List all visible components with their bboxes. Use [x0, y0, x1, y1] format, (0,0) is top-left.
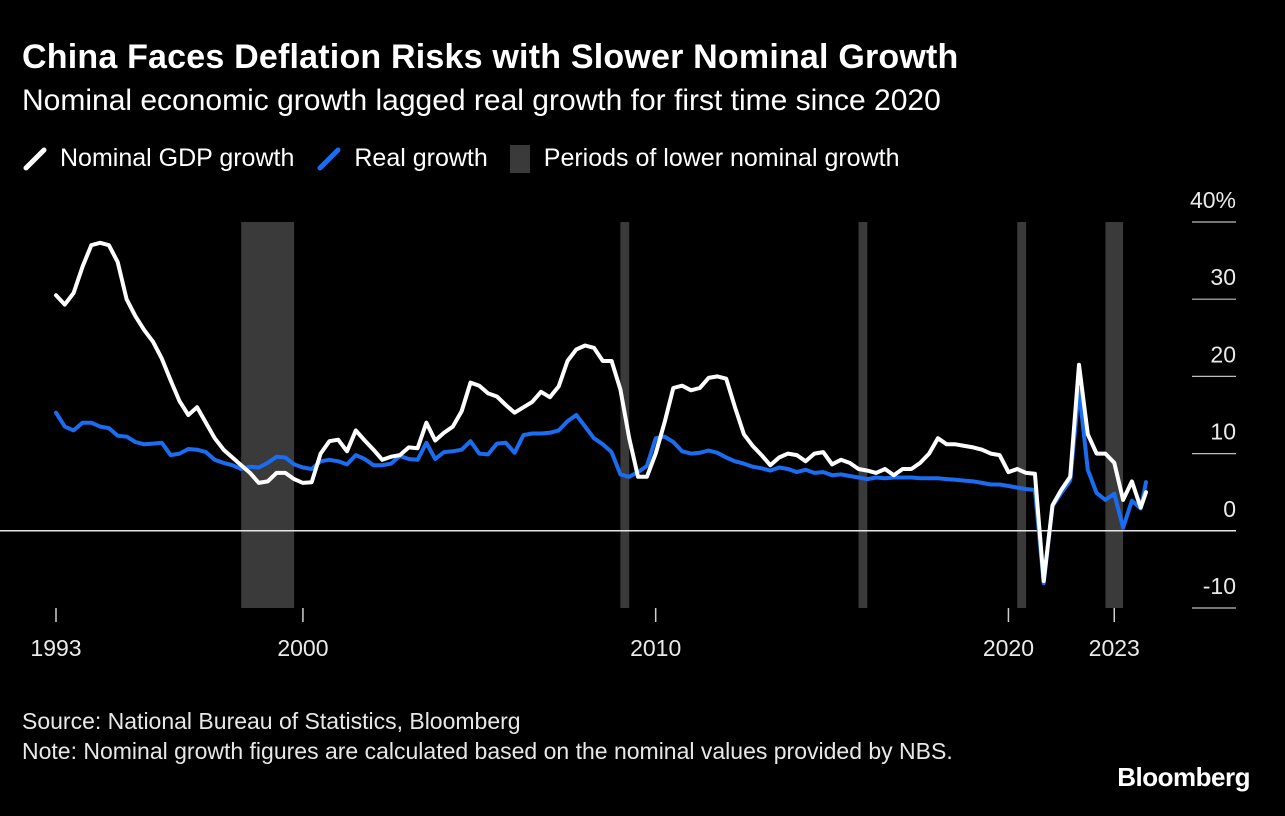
- y-tick-label: 20: [1210, 341, 1236, 367]
- shaded-periods: [241, 222, 1124, 608]
- chart-footer: Source: National Bureau of Statistics, B…: [22, 706, 1082, 766]
- chart-subtitle: Nominal economic growth lagged real grow…: [22, 84, 941, 117]
- series-line-nominal-gdp: [54, 240, 1148, 583]
- source-note: Source: National Bureau of Statistics, B…: [22, 708, 521, 734]
- chart-legend: Nominal GDP growth Real growth Periods o…: [22, 144, 922, 173]
- bloomberg-logo: Bloomberg: [1117, 762, 1250, 792]
- shaded-period-5: [1105, 222, 1124, 608]
- shaded-period-4: [1017, 222, 1027, 608]
- x-tick-label: 2023: [1089, 635, 1140, 661]
- shaded-period-1: [241, 222, 295, 608]
- legend-label-real: Real growth: [354, 144, 488, 172]
- shaded-period-3: [858, 222, 868, 608]
- legend-label-periods: Periods of lower nominal growth: [543, 144, 900, 172]
- x-tick-label: 2000: [277, 635, 328, 661]
- series-line-real-growth: [54, 387, 1148, 586]
- legend-item-nominal: Nominal GDP growth: [22, 144, 294, 173]
- chart-title: China Faces Deflation Risks with Slower …: [22, 38, 959, 76]
- y-tick-label: 30: [1210, 264, 1236, 290]
- legend-item-periods: Periods of lower nominal growth: [509, 144, 900, 173]
- nominal-line-swatch-icon: [23, 147, 47, 170]
- legend-item-real: Real growth: [316, 144, 488, 173]
- x-tick-label: 1993: [30, 635, 81, 661]
- series-lines: [54, 240, 1148, 586]
- y-gridlines: [0, 221, 1236, 609]
- real-line-swatch-icon: [317, 147, 341, 170]
- methodology-note: Note: Nominal growth figures are calcula…: [22, 738, 953, 764]
- y-axis: 40% 30 20 10 0 -10: [1190, 187, 1236, 599]
- y-tick-label: -10: [1203, 573, 1236, 599]
- shaded-period-swatch-icon: [509, 144, 530, 173]
- y-tick-label: 0: [1223, 496, 1236, 522]
- legend-label-nominal: Nominal GDP growth: [60, 144, 295, 172]
- y-tick-label: 40%: [1190, 187, 1236, 213]
- y-tick-label: 10: [1210, 419, 1236, 445]
- x-tick-label: 2010: [630, 635, 681, 661]
- x-axis: 1993 2000 2010 2020 2023: [30, 608, 1140, 661]
- x-tick-label: 2020: [983, 635, 1034, 661]
